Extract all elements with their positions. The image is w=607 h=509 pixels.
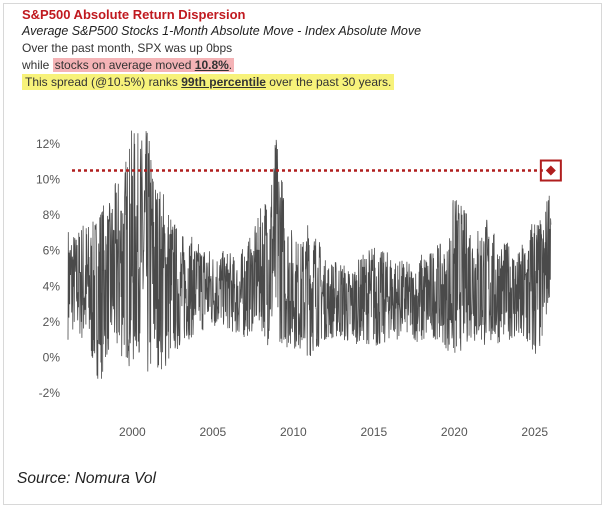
x-tick-label: 2025 (521, 425, 548, 439)
y-tick-label: 10% (36, 172, 60, 186)
chart-title: S&P500 Absolute Return Dispersion (22, 7, 246, 22)
annotation-layer (72, 159, 562, 182)
caption-line-2: while stocks on average moved 10.8%. (22, 57, 421, 74)
marker-box (539, 159, 562, 182)
chart-header: S&P500 Absolute Return Dispersion Averag… (22, 6, 421, 91)
caption-line-2-suffix: . (228, 58, 233, 72)
x-axis: 2000 2005 2010 2015 2020 2025 (119, 425, 548, 439)
chart-subtitle: Average S&P500 Stocks 1-Month Absolute M… (22, 24, 422, 38)
source-note: Source: Nomura Vol (17, 470, 156, 487)
caption-line-2-prefix: while (22, 58, 53, 72)
caption-line-3-suffix: over the past 30 years. (265, 75, 392, 89)
x-tick-label: 2000 (119, 425, 146, 439)
y-tick-label: 8% (43, 208, 61, 222)
percentile-value: 99th percentile (181, 75, 266, 89)
x-tick-label: 2010 (280, 425, 307, 439)
y-axis: 12% 10% 8% 6% 4% 2% 0% -2% (36, 137, 60, 400)
caption-line-2-highlight: stocks on average moved (54, 58, 195, 72)
x-tick-label: 2020 (441, 425, 468, 439)
y-tick-label: 6% (43, 244, 61, 258)
y-tick-label: 2% (43, 315, 61, 329)
y-tick-label: 4% (43, 279, 61, 293)
x-tick-label: 2005 (200, 425, 227, 439)
plot-area (67, 130, 552, 379)
red-highlight: stocks on average moved 10.8%. (52, 58, 235, 72)
series-line (67, 130, 552, 379)
chart-frame (3, 3, 602, 505)
caption-line-3: This spread (@10.5%) ranks 99th percenti… (22, 74, 421, 91)
latest-value-marker (545, 165, 556, 176)
y-tick-label: 0% (43, 350, 61, 364)
caption-line-3-prefix: This spread (@10.5%) ranks (25, 75, 182, 89)
x-tick-label: 2015 (360, 425, 387, 439)
y-tick-label: -2% (39, 386, 61, 400)
average-move-value: 10.8% (194, 58, 229, 72)
yellow-highlight: This spread (@10.5%) ranks 99th percenti… (22, 74, 395, 90)
y-tick-label: 12% (36, 137, 60, 151)
caption-line-1: Over the past month, SPX was up 0bps (22, 41, 233, 55)
